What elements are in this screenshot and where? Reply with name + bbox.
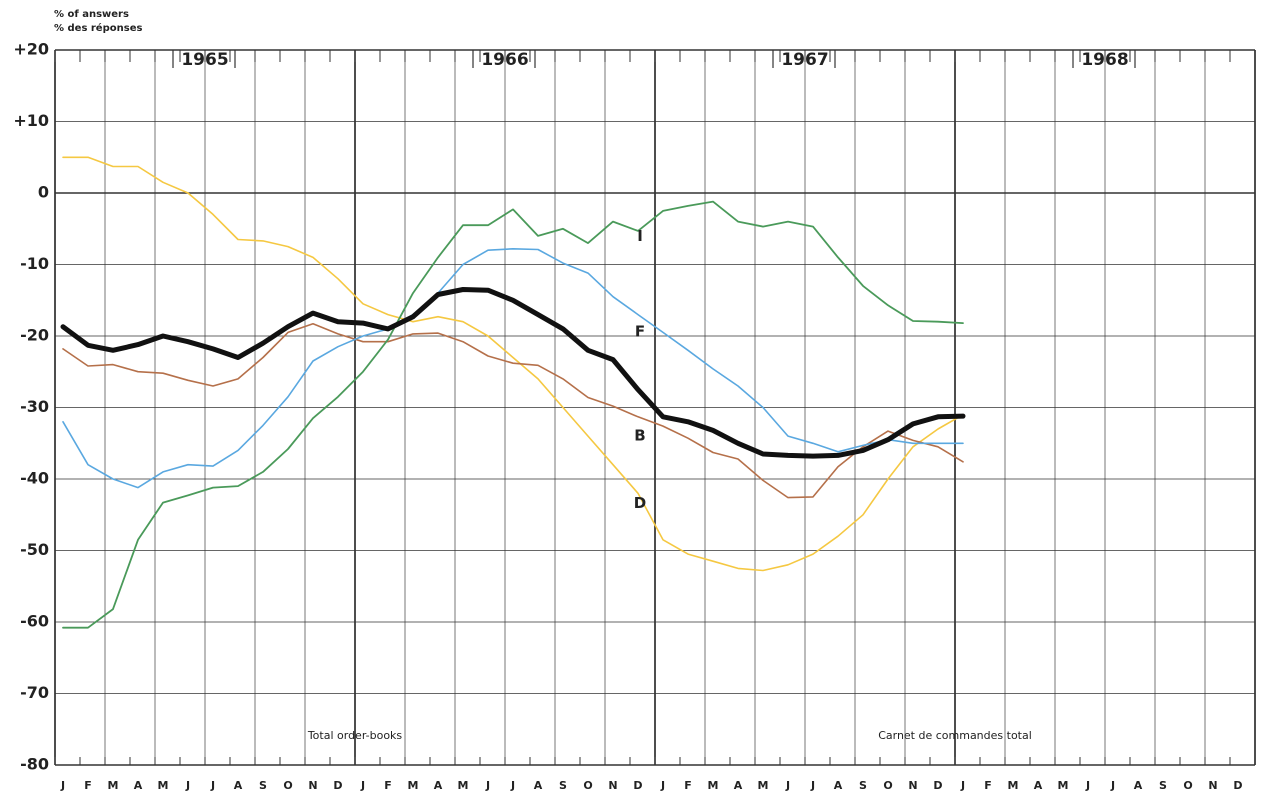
x-tick-label: O	[283, 779, 292, 792]
year-label: 1968	[1081, 50, 1128, 70]
x-tick-label: J	[810, 779, 815, 792]
annotation: Total order-books	[307, 729, 403, 742]
x-tick-label: J	[60, 779, 65, 792]
x-tick-label: A	[1034, 779, 1043, 792]
x-tick-label: O	[583, 779, 592, 792]
y-tick-label: -60	[20, 612, 49, 631]
y-label: % of answers	[54, 9, 129, 20]
y-label: % des réponses	[54, 22, 142, 34]
x-tick-label: F	[684, 779, 692, 792]
series-label: B	[634, 426, 645, 444]
x-tick-label: A	[134, 779, 143, 792]
x-tick-label: S	[259, 779, 267, 792]
x-tick-label: A	[734, 779, 743, 792]
x-tick-label: S	[559, 779, 567, 792]
y-tick-label: 0	[38, 183, 49, 202]
year-label: 1967	[781, 50, 828, 70]
x-tick-label: M	[708, 779, 719, 792]
x-tick-label: O	[1183, 779, 1192, 792]
x-tick-label: J	[785, 779, 790, 792]
year-label: 1965	[181, 50, 228, 70]
y-tick-label: -10	[20, 254, 49, 273]
x-tick-label: J	[485, 779, 490, 792]
x-tick-label: M	[458, 779, 469, 792]
annotation: Carnet de commandes total	[878, 729, 1032, 742]
x-tick-label: J	[210, 779, 215, 792]
series-line	[62, 200, 964, 629]
series-line	[62, 156, 964, 572]
x-tick-label: J	[960, 779, 965, 792]
x-tick-label: S	[859, 779, 867, 792]
x-tick-label: M	[108, 779, 119, 792]
y-tick-label: -30	[20, 397, 49, 416]
series-label: D	[634, 494, 646, 512]
year-label: 1966	[481, 50, 528, 70]
x-tick-label: N	[1208, 779, 1217, 792]
x-tick-label: M	[408, 779, 419, 792]
x-tick-label: N	[608, 779, 617, 792]
series-line	[60, 287, 966, 459]
x-tick-label: A	[234, 779, 243, 792]
x-tick-label: A	[1134, 779, 1143, 792]
y-tick-label: +20	[13, 40, 49, 59]
x-tick-label: O	[883, 779, 892, 792]
y-tick-label: +10	[13, 111, 49, 130]
x-tick-label: N	[908, 779, 917, 792]
x-tick-label: J	[360, 779, 365, 792]
x-tick-label: M	[1008, 779, 1019, 792]
series-label: I	[637, 227, 643, 245]
x-tick-label: A	[434, 779, 443, 792]
x-tick-label: M	[1058, 779, 1069, 792]
x-tick-label: S	[1159, 779, 1167, 792]
y-tick-label: -70	[20, 683, 49, 702]
y-tick-label: -20	[20, 326, 49, 345]
x-tick-label: J	[660, 779, 665, 792]
x-tick-label: D	[933, 779, 942, 792]
y-tick-label: -80	[20, 755, 49, 774]
x-tick-label: M	[758, 779, 769, 792]
x-tick-label: D	[333, 779, 342, 792]
x-tick-label: F	[984, 779, 992, 792]
x-tick-label: F	[84, 779, 92, 792]
y-tick-label: -50	[20, 540, 49, 559]
y-tick-label: -40	[20, 469, 49, 488]
x-tick-label: J	[185, 779, 190, 792]
series-line	[62, 248, 964, 489]
series-line	[62, 323, 964, 499]
x-tick-label: J	[1110, 779, 1115, 792]
x-tick-label: N	[308, 779, 317, 792]
x-tick-label: D	[633, 779, 642, 792]
series-label: F	[635, 323, 645, 341]
x-tick-label: J	[510, 779, 515, 792]
x-tick-label: A	[834, 779, 843, 792]
x-tick-label: J	[1085, 779, 1090, 792]
x-tick-label: A	[534, 779, 543, 792]
x-tick-label: D	[1233, 779, 1242, 792]
x-tick-label: M	[158, 779, 169, 792]
x-tick-label: F	[384, 779, 392, 792]
